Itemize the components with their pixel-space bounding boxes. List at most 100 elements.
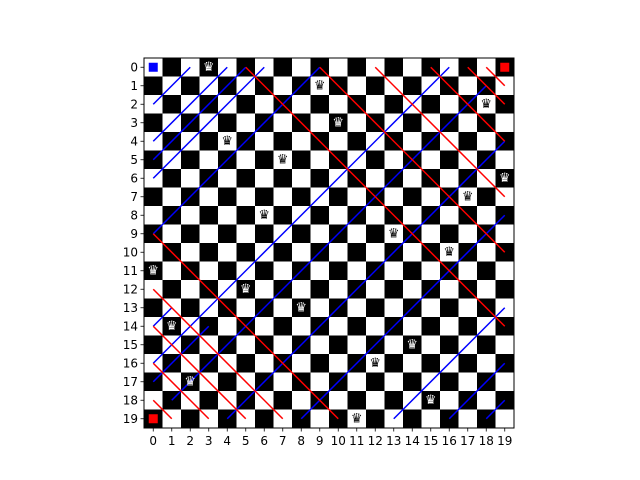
x-tick-label: 15 bbox=[423, 434, 438, 448]
x-tick-label: 13 bbox=[386, 434, 401, 448]
board-square bbox=[273, 335, 293, 355]
board-square bbox=[273, 113, 293, 133]
board-square bbox=[144, 261, 163, 281]
board-square bbox=[347, 113, 367, 133]
y-tick-label: 1 bbox=[130, 79, 138, 93]
board-square bbox=[440, 280, 459, 299]
x-tick-label: 7 bbox=[279, 434, 287, 448]
board-square bbox=[329, 280, 348, 299]
board-square bbox=[440, 95, 459, 114]
board-square bbox=[347, 391, 367, 410]
board-square bbox=[347, 58, 367, 77]
red-diagonal-line bbox=[485, 66, 506, 87]
x-tick-label: 8 bbox=[297, 434, 305, 448]
board-square bbox=[292, 150, 311, 170]
board-square bbox=[495, 169, 515, 188]
board-square bbox=[458, 187, 478, 207]
board-square bbox=[255, 354, 274, 373]
board-square bbox=[384, 95, 404, 114]
queen-icon: ♛ bbox=[462, 189, 474, 204]
board-square bbox=[236, 224, 256, 244]
red-diagonal-line bbox=[152, 399, 173, 420]
x-tick-label: 1 bbox=[168, 434, 176, 448]
board-square bbox=[403, 113, 422, 133]
board-square bbox=[236, 187, 256, 207]
y-tick-label: 18 bbox=[123, 393, 138, 407]
board-square bbox=[181, 409, 200, 429]
queen-icon: ♛ bbox=[499, 171, 511, 186]
blue-diagonal-line bbox=[226, 140, 506, 420]
board-square bbox=[162, 187, 182, 207]
x-tick-label: 2 bbox=[186, 434, 194, 448]
blue-diagonal-line bbox=[152, 307, 173, 327]
board-square bbox=[458, 261, 478, 281]
board-square bbox=[329, 95, 348, 114]
board-square bbox=[236, 280, 256, 299]
board-square bbox=[236, 243, 256, 262]
board-square bbox=[421, 224, 441, 244]
queen-icon: ♛ bbox=[425, 393, 437, 408]
x-tick-label: 17 bbox=[460, 434, 475, 448]
board-square bbox=[421, 150, 441, 170]
queen-icon: ♛ bbox=[480, 97, 492, 112]
red-diagonal-line bbox=[430, 66, 506, 142]
board-square bbox=[440, 169, 459, 188]
board-square bbox=[236, 335, 256, 355]
board-square bbox=[273, 58, 293, 77]
board-square bbox=[421, 335, 441, 355]
board-square bbox=[347, 187, 367, 207]
y-tick-label: 7 bbox=[130, 190, 138, 204]
board-square bbox=[310, 95, 330, 114]
x-tick-label: 11 bbox=[349, 434, 364, 448]
board-square bbox=[366, 206, 385, 225]
board-square bbox=[292, 58, 311, 77]
blue-diagonal-line bbox=[152, 66, 321, 235]
board-square bbox=[218, 243, 237, 262]
board-square bbox=[421, 95, 441, 114]
board-square bbox=[384, 391, 404, 410]
blue-diagonal-line bbox=[393, 307, 506, 420]
board-square bbox=[236, 95, 256, 114]
board-square bbox=[255, 187, 274, 207]
y-tick-label: 0 bbox=[130, 60, 138, 74]
board-square bbox=[236, 150, 256, 170]
board-square bbox=[495, 150, 515, 170]
board-square bbox=[310, 261, 330, 281]
board-square bbox=[199, 132, 219, 151]
board-square bbox=[162, 58, 182, 77]
x-tick-label: 5 bbox=[242, 434, 250, 448]
board-square bbox=[440, 335, 459, 355]
board-square bbox=[329, 113, 348, 133]
board-square bbox=[181, 206, 200, 225]
board-square bbox=[366, 95, 385, 114]
board-square bbox=[218, 261, 237, 281]
board-square bbox=[347, 76, 367, 96]
board-square bbox=[458, 372, 478, 392]
board-square bbox=[255, 95, 274, 114]
board-square bbox=[273, 372, 293, 392]
board-square bbox=[421, 187, 441, 207]
board-square bbox=[310, 409, 330, 429]
board-square bbox=[273, 391, 293, 410]
board-square bbox=[310, 298, 330, 318]
board-square bbox=[273, 132, 293, 151]
x-tick-label: 9 bbox=[316, 434, 324, 448]
corner-marker bbox=[500, 62, 510, 72]
board-square bbox=[310, 280, 330, 299]
y-tick-label: 16 bbox=[123, 356, 138, 370]
board-square bbox=[384, 224, 404, 244]
board-square bbox=[384, 372, 404, 392]
board-square bbox=[292, 132, 311, 151]
board-square bbox=[477, 335, 496, 355]
board-square bbox=[403, 409, 422, 429]
board-square bbox=[310, 76, 330, 96]
red-diagonal-line bbox=[152, 362, 210, 420]
board-square bbox=[292, 354, 311, 373]
board-square bbox=[458, 132, 478, 151]
x-tick-label: 10 bbox=[331, 434, 346, 448]
board-square bbox=[366, 169, 385, 188]
board-square bbox=[440, 150, 459, 170]
red-diagonal-line bbox=[467, 66, 506, 105]
board-square bbox=[440, 298, 459, 318]
queen-icon: ♛ bbox=[166, 319, 178, 334]
